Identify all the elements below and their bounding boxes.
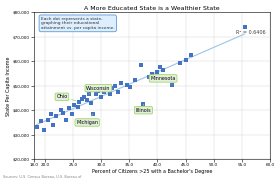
Text: Minnesota: Minnesota [150,76,176,85]
Point [102,90,106,93]
Point [155,71,160,74]
Point [116,90,120,93]
Point [189,54,193,57]
Text: R² = 0.6406: R² = 0.6406 [235,30,265,35]
Point [161,68,165,71]
Point [110,87,115,90]
Point [76,100,81,103]
Y-axis label: State Per Capita Income: State Per Capita Income [6,56,11,116]
Point [48,112,53,115]
Text: Each dot represents a state,
graphing their educational
attainment vs. per capit: Each dot represents a state, graphing th… [41,17,115,30]
Point [119,82,123,85]
Point [169,83,174,86]
Point [183,59,188,62]
Point [138,64,143,66]
Point [158,66,162,69]
Point [46,119,50,122]
Text: Wisconsin: Wisconsin [86,86,111,94]
Point [242,26,247,28]
Point [72,104,76,107]
Point [141,103,146,105]
Point [54,115,59,118]
Point [38,120,43,123]
Point [34,126,39,129]
Title: A More Educated State is a Wealthier State: A More Educated State is a Wealthier Sta… [84,6,220,11]
Point [147,76,151,79]
Text: Illinois: Illinois [136,104,151,113]
Point [42,128,46,131]
Point [178,61,182,64]
Point [85,99,89,102]
X-axis label: Percent of Citizens >25 with a Bachelor's Degree: Percent of Citizens >25 with a Bachelor'… [92,169,212,174]
Text: Sources: U.S. Census Bureau, U.S. Bureau of: Sources: U.S. Census Bureau, U.S. Bureau… [3,175,81,179]
Text: Michigan: Michigan [76,114,98,125]
Point [96,89,101,92]
Point [51,123,56,126]
Point [99,95,104,98]
Point [108,93,112,96]
Point [91,112,95,115]
Point [79,98,84,101]
Point [124,83,129,86]
Point [150,72,154,75]
Point [105,88,109,91]
Point [64,119,69,122]
Point [113,84,118,87]
Text: Ohio: Ohio [56,94,76,101]
Point [94,93,98,96]
Point [75,105,80,108]
Point [87,93,91,96]
Point [70,112,74,115]
Point [133,78,137,81]
Point [128,86,133,88]
Point [61,111,65,114]
Point [89,102,93,104]
Point [66,106,71,109]
Point [82,95,87,98]
Point [59,109,63,112]
